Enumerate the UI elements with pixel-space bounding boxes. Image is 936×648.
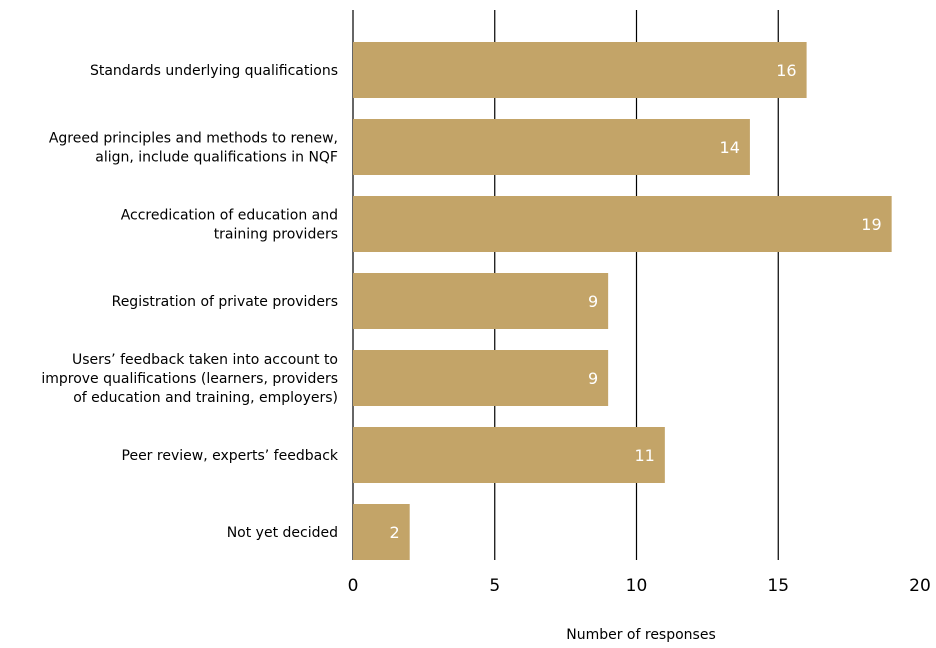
bar bbox=[353, 273, 609, 329]
x-tick-label: 0 bbox=[348, 576, 359, 596]
bar bbox=[353, 42, 807, 98]
x-tick-label: 10 bbox=[626, 576, 648, 596]
bar bbox=[353, 427, 665, 483]
bar-value-label: 14 bbox=[720, 138, 740, 157]
category-label-line: of education and training, employers) bbox=[73, 390, 338, 406]
category-label-line: Accredication of education and bbox=[121, 208, 338, 224]
x-tick-label: 20 bbox=[909, 576, 931, 596]
x-tick-labels: 0 5 10 15 20 bbox=[348, 576, 931, 596]
category-label-line: Users’ feedback taken into account to bbox=[72, 352, 338, 368]
bar bbox=[353, 504, 410, 560]
bars: 16 14 19 9 9 11 2 bbox=[353, 42, 892, 560]
bar-value-label: 11 bbox=[634, 446, 654, 465]
category-label-line: Registration of private providers bbox=[112, 294, 338, 310]
bar-value-label: 9 bbox=[588, 292, 598, 311]
category-label-line: Agreed principles and methods to renew, bbox=[49, 131, 338, 147]
bar bbox=[353, 119, 750, 175]
bar-value-label: 9 bbox=[588, 369, 598, 388]
category-label-line: Standards underlying qualifications bbox=[90, 63, 338, 79]
category-label-line: training providers bbox=[214, 227, 338, 243]
category-label: Registration of private providers bbox=[112, 294, 338, 310]
x-tick-label: 15 bbox=[767, 576, 789, 596]
category-label-line: align, include qualifications in NQF bbox=[95, 150, 338, 166]
category-label-line: Peer review, experts’ feedback bbox=[122, 448, 339, 464]
category-label: Standards underlying qualifications bbox=[90, 63, 338, 79]
bar-value-label: 19 bbox=[861, 215, 881, 234]
category-label-line: Not yet decided bbox=[227, 525, 338, 541]
category-label: Users’ feedback taken into account to imp… bbox=[41, 352, 338, 406]
x-axis-title: Number of responses bbox=[566, 627, 716, 643]
category-label-line: improve qualifications (learners, provid… bbox=[41, 371, 338, 387]
bar-value-label: 2 bbox=[390, 523, 400, 542]
bar bbox=[353, 350, 609, 406]
x-tick-label: 5 bbox=[489, 576, 500, 596]
category-label: Peer review, experts’ feedback bbox=[122, 448, 339, 464]
category-label: Accredication of education and training p… bbox=[121, 208, 338, 243]
bar bbox=[353, 196, 892, 252]
category-labels: Standards underlying qualifications Agree… bbox=[41, 63, 339, 541]
bar-value-label: 16 bbox=[776, 61, 796, 80]
category-label: Agreed principles and methods to renew, a… bbox=[49, 131, 338, 166]
category-label: Not yet decided bbox=[227, 525, 338, 541]
